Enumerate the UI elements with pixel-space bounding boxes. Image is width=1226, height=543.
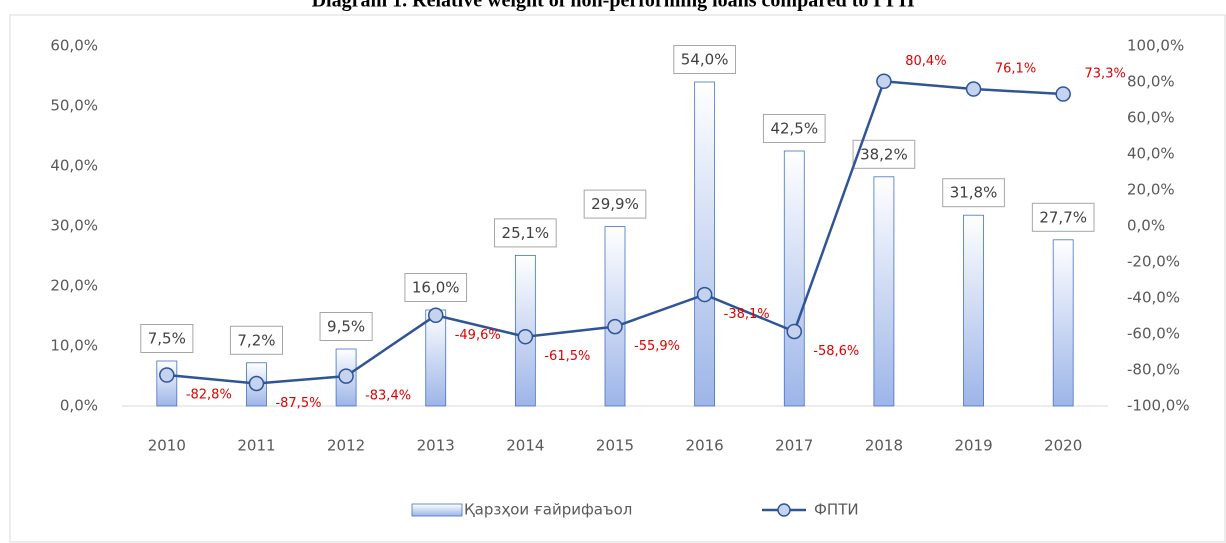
line-value-label: -38,1% bbox=[724, 307, 770, 322]
y-tick-label: 30,0% bbox=[50, 217, 98, 235]
label-box bbox=[229, 325, 284, 355]
legend-label: ФПТИ bbox=[814, 501, 859, 519]
x-tick-label: 2020 bbox=[1044, 437, 1082, 455]
line-marker bbox=[338, 368, 354, 384]
y2-tick-label: -40,0% bbox=[1127, 289, 1180, 307]
bar bbox=[873, 176, 895, 407]
line-value-label: 73,3% bbox=[1085, 67, 1126, 82]
label-box bbox=[404, 273, 468, 302]
y2-tick-label: -100,0% bbox=[1127, 397, 1190, 415]
line-marker bbox=[786, 323, 803, 340]
line-marker bbox=[517, 328, 534, 345]
label-box bbox=[942, 178, 1005, 208]
line-value-label: -55,9% bbox=[634, 339, 680, 354]
x-tick-label: 2011 bbox=[237, 437, 275, 455]
y-tick-label: 20,0% bbox=[50, 277, 98, 295]
label-box bbox=[852, 139, 916, 169]
y2-tick-label: 100,0% bbox=[1127, 37, 1184, 55]
bar bbox=[783, 150, 805, 407]
y2-tick-label: 40,0% bbox=[1127, 145, 1175, 163]
bar-value-label: 31,8% bbox=[950, 184, 998, 202]
bar-value-label: 7,2% bbox=[237, 331, 275, 349]
label-box bbox=[494, 218, 557, 248]
line-value-label: -87,5% bbox=[275, 396, 321, 411]
label-box bbox=[140, 324, 194, 353]
line-value-label: 80,4% bbox=[905, 54, 946, 69]
bar-value-label: 27,7% bbox=[1039, 208, 1087, 226]
chart-title: Diagram 1. Relative weight of non-perfor… bbox=[312, 0, 915, 12]
x-tick-label: 2019 bbox=[954, 437, 992, 455]
bar-value-label: 38,2% bbox=[860, 145, 908, 163]
bar bbox=[1052, 239, 1074, 407]
bar-value-label: 7,5% bbox=[148, 330, 186, 348]
line-value-label: 76,1% bbox=[995, 62, 1036, 77]
y-tick-label: 60,0% bbox=[50, 37, 98, 55]
x-tick-label: 2014 bbox=[506, 437, 544, 455]
chart-frame bbox=[9, 14, 1226, 543]
line-value-label: -61,5% bbox=[544, 349, 590, 364]
label-box bbox=[1031, 202, 1095, 232]
x-tick-label: 2015 bbox=[596, 437, 634, 455]
line-marker bbox=[876, 73, 892, 90]
bar-value-label: 9,5% bbox=[327, 318, 365, 336]
y2-tick-label: 80,0% bbox=[1127, 73, 1175, 91]
y2-tick-label: 0,0% bbox=[1127, 217, 1165, 235]
label-box bbox=[319, 312, 373, 341]
legend-label: Қарзҳои ғайрифаъол bbox=[464, 501, 632, 519]
line-marker bbox=[607, 318, 623, 335]
y-tick-label: 50,0% bbox=[50, 97, 98, 115]
y2-tick-label: -60,0% bbox=[1127, 325, 1180, 343]
y2-tick-label: 20,0% bbox=[1127, 181, 1175, 199]
line-marker bbox=[965, 81, 982, 97]
y-tick-label: 10,0% bbox=[50, 337, 98, 355]
label-box bbox=[762, 114, 826, 143]
line-marker bbox=[427, 307, 444, 324]
bar bbox=[604, 226, 626, 407]
line-marker bbox=[159, 367, 175, 383]
bar-value-label: 25,1% bbox=[502, 224, 550, 242]
x-tick-label: 2013 bbox=[417, 437, 455, 455]
line-value-label: -49,6% bbox=[455, 328, 501, 343]
bar-value-label: 16,0% bbox=[412, 279, 460, 297]
x-tick-label: 2017 bbox=[775, 437, 813, 455]
bar-value-label: 54,0% bbox=[681, 51, 729, 69]
bar bbox=[425, 309, 447, 407]
y-tick-label: 0,0% bbox=[60, 397, 98, 415]
bar-value-label: 29,9% bbox=[591, 195, 639, 213]
line-marker bbox=[696, 286, 713, 303]
line-value-label: -58,6% bbox=[813, 344, 859, 359]
y2-tick-label: -80,0% bbox=[1127, 361, 1180, 379]
legend-marker bbox=[777, 503, 791, 517]
x-tick-label: 2018 bbox=[865, 437, 903, 455]
bar-value-label: 42,5% bbox=[770, 120, 818, 138]
y2-tick-label: 60,0% bbox=[1127, 109, 1175, 127]
y-tick-label: 40,0% bbox=[50, 157, 98, 175]
line-value-label: -82,8% bbox=[186, 388, 232, 403]
label-box bbox=[673, 45, 736, 74]
bar bbox=[694, 81, 716, 407]
y2-tick-label: -20,0% bbox=[1127, 253, 1180, 271]
x-tick-label: 2016 bbox=[686, 437, 724, 455]
line-marker bbox=[1055, 86, 1071, 102]
line-marker bbox=[248, 375, 265, 392]
line-value-label: -83,4% bbox=[365, 389, 411, 404]
legend-swatch bbox=[411, 503, 463, 517]
label-box bbox=[583, 189, 647, 219]
x-tick-label: 2010 bbox=[148, 437, 186, 455]
bar bbox=[963, 214, 984, 407]
x-tick-label: 2012 bbox=[327, 437, 365, 455]
